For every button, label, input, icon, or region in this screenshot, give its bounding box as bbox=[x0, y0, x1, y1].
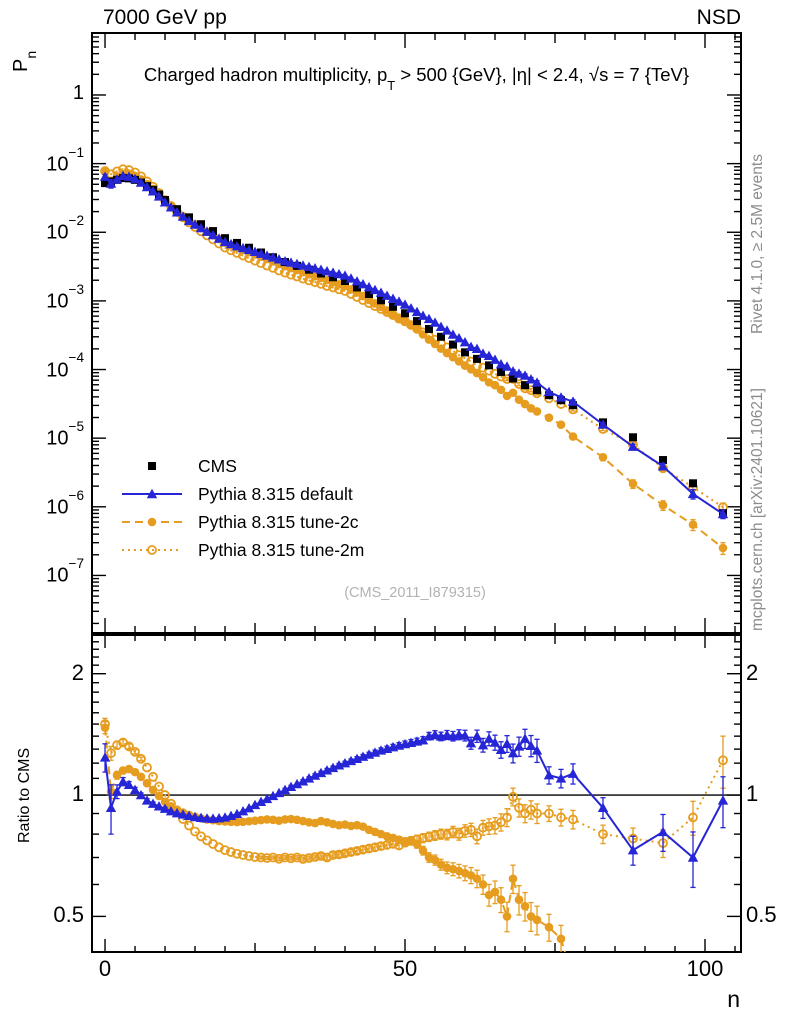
beam-energy-label: 7000 GeV pp bbox=[103, 6, 227, 29]
legend-item-default: Pythia 8.315 default bbox=[120, 480, 364, 508]
x-axis-title: n bbox=[727, 986, 740, 1012]
event-class-label: NSD bbox=[696, 6, 741, 29]
plot-title: Charged hadron multiplicity, pT > 500 {G… bbox=[143, 64, 690, 94]
legend-item-tune-2c: Pythia 8.315 tune-2c bbox=[120, 508, 364, 536]
ratio-y-tick-label-right: 0.5 bbox=[746, 902, 777, 928]
series-ratio-Pythia-8-315-tune-2m bbox=[100, 717, 728, 864]
legend-item-cms: CMS bbox=[120, 452, 364, 480]
ratio-y-tick-label-right: 1 bbox=[746, 781, 759, 807]
analysis-id-watermark: (CMS_2011_I879315) bbox=[344, 585, 486, 601]
rivet-version-note: Rivet 4.1.0, ≥ 2.5M events bbox=[749, 154, 766, 334]
square-marker-icon bbox=[148, 462, 156, 470]
legend-label: CMS bbox=[198, 455, 237, 476]
ratio-y-tick-label-right: 2 bbox=[746, 659, 759, 685]
ratio-y-tick-label-left: 2 bbox=[71, 659, 84, 685]
x-tick-label: 50 bbox=[392, 956, 418, 981]
main-y-tick-label: 10−2 bbox=[46, 213, 84, 244]
main-y-tick-label: 1 bbox=[72, 81, 84, 104]
circle-marker-icon bbox=[122, 517, 182, 527]
legend-label: Pythia 8.315 tune-2m bbox=[198, 539, 365, 560]
triangle-marker-icon bbox=[122, 488, 182, 499]
legend: CMS Pythia 8.315 default Pythia 8.315 tune… bbox=[120, 452, 364, 564]
main-y-tick-label: 10−7 bbox=[46, 556, 84, 588]
axis-ticks bbox=[92, 32, 741, 952]
main-y-axis-title: Pn bbox=[10, 50, 40, 72]
ocircle-marker-icon bbox=[122, 545, 182, 555]
main-y-tick-label: 10−5 bbox=[46, 419, 84, 450]
main-y-tick-label: 10−6 bbox=[46, 487, 84, 519]
legend-item-tune-2m: Pythia 8.315 tune-2m bbox=[120, 536, 364, 564]
x-tick-label: 0 bbox=[98, 956, 112, 981]
ratio-panel-frame bbox=[91, 634, 742, 953]
main-y-tick-label: 10−4 bbox=[46, 350, 84, 382]
ratio-y-tick-label-left: 1 bbox=[71, 781, 84, 807]
series-main-Pythia-8-315-default bbox=[99, 170, 729, 520]
main-panel-frame bbox=[91, 32, 742, 634]
legend-label: Pythia 8.315 default bbox=[198, 483, 353, 504]
main-y-tick-label: 10−1 bbox=[46, 144, 84, 176]
series-ratio-Pythia-8-315-default bbox=[99, 728, 729, 889]
main-y-tick-label: 10−3 bbox=[46, 281, 84, 313]
legend-label: Pythia 8.315 tune-2c bbox=[198, 511, 359, 532]
ratio-y-tick-label-left: 0.5 bbox=[53, 902, 84, 928]
x-tick-label: 100 bbox=[686, 956, 724, 981]
mcplots-arxiv-note: mcplots.cern.ch [arXiv:2401.10621] bbox=[749, 388, 766, 631]
